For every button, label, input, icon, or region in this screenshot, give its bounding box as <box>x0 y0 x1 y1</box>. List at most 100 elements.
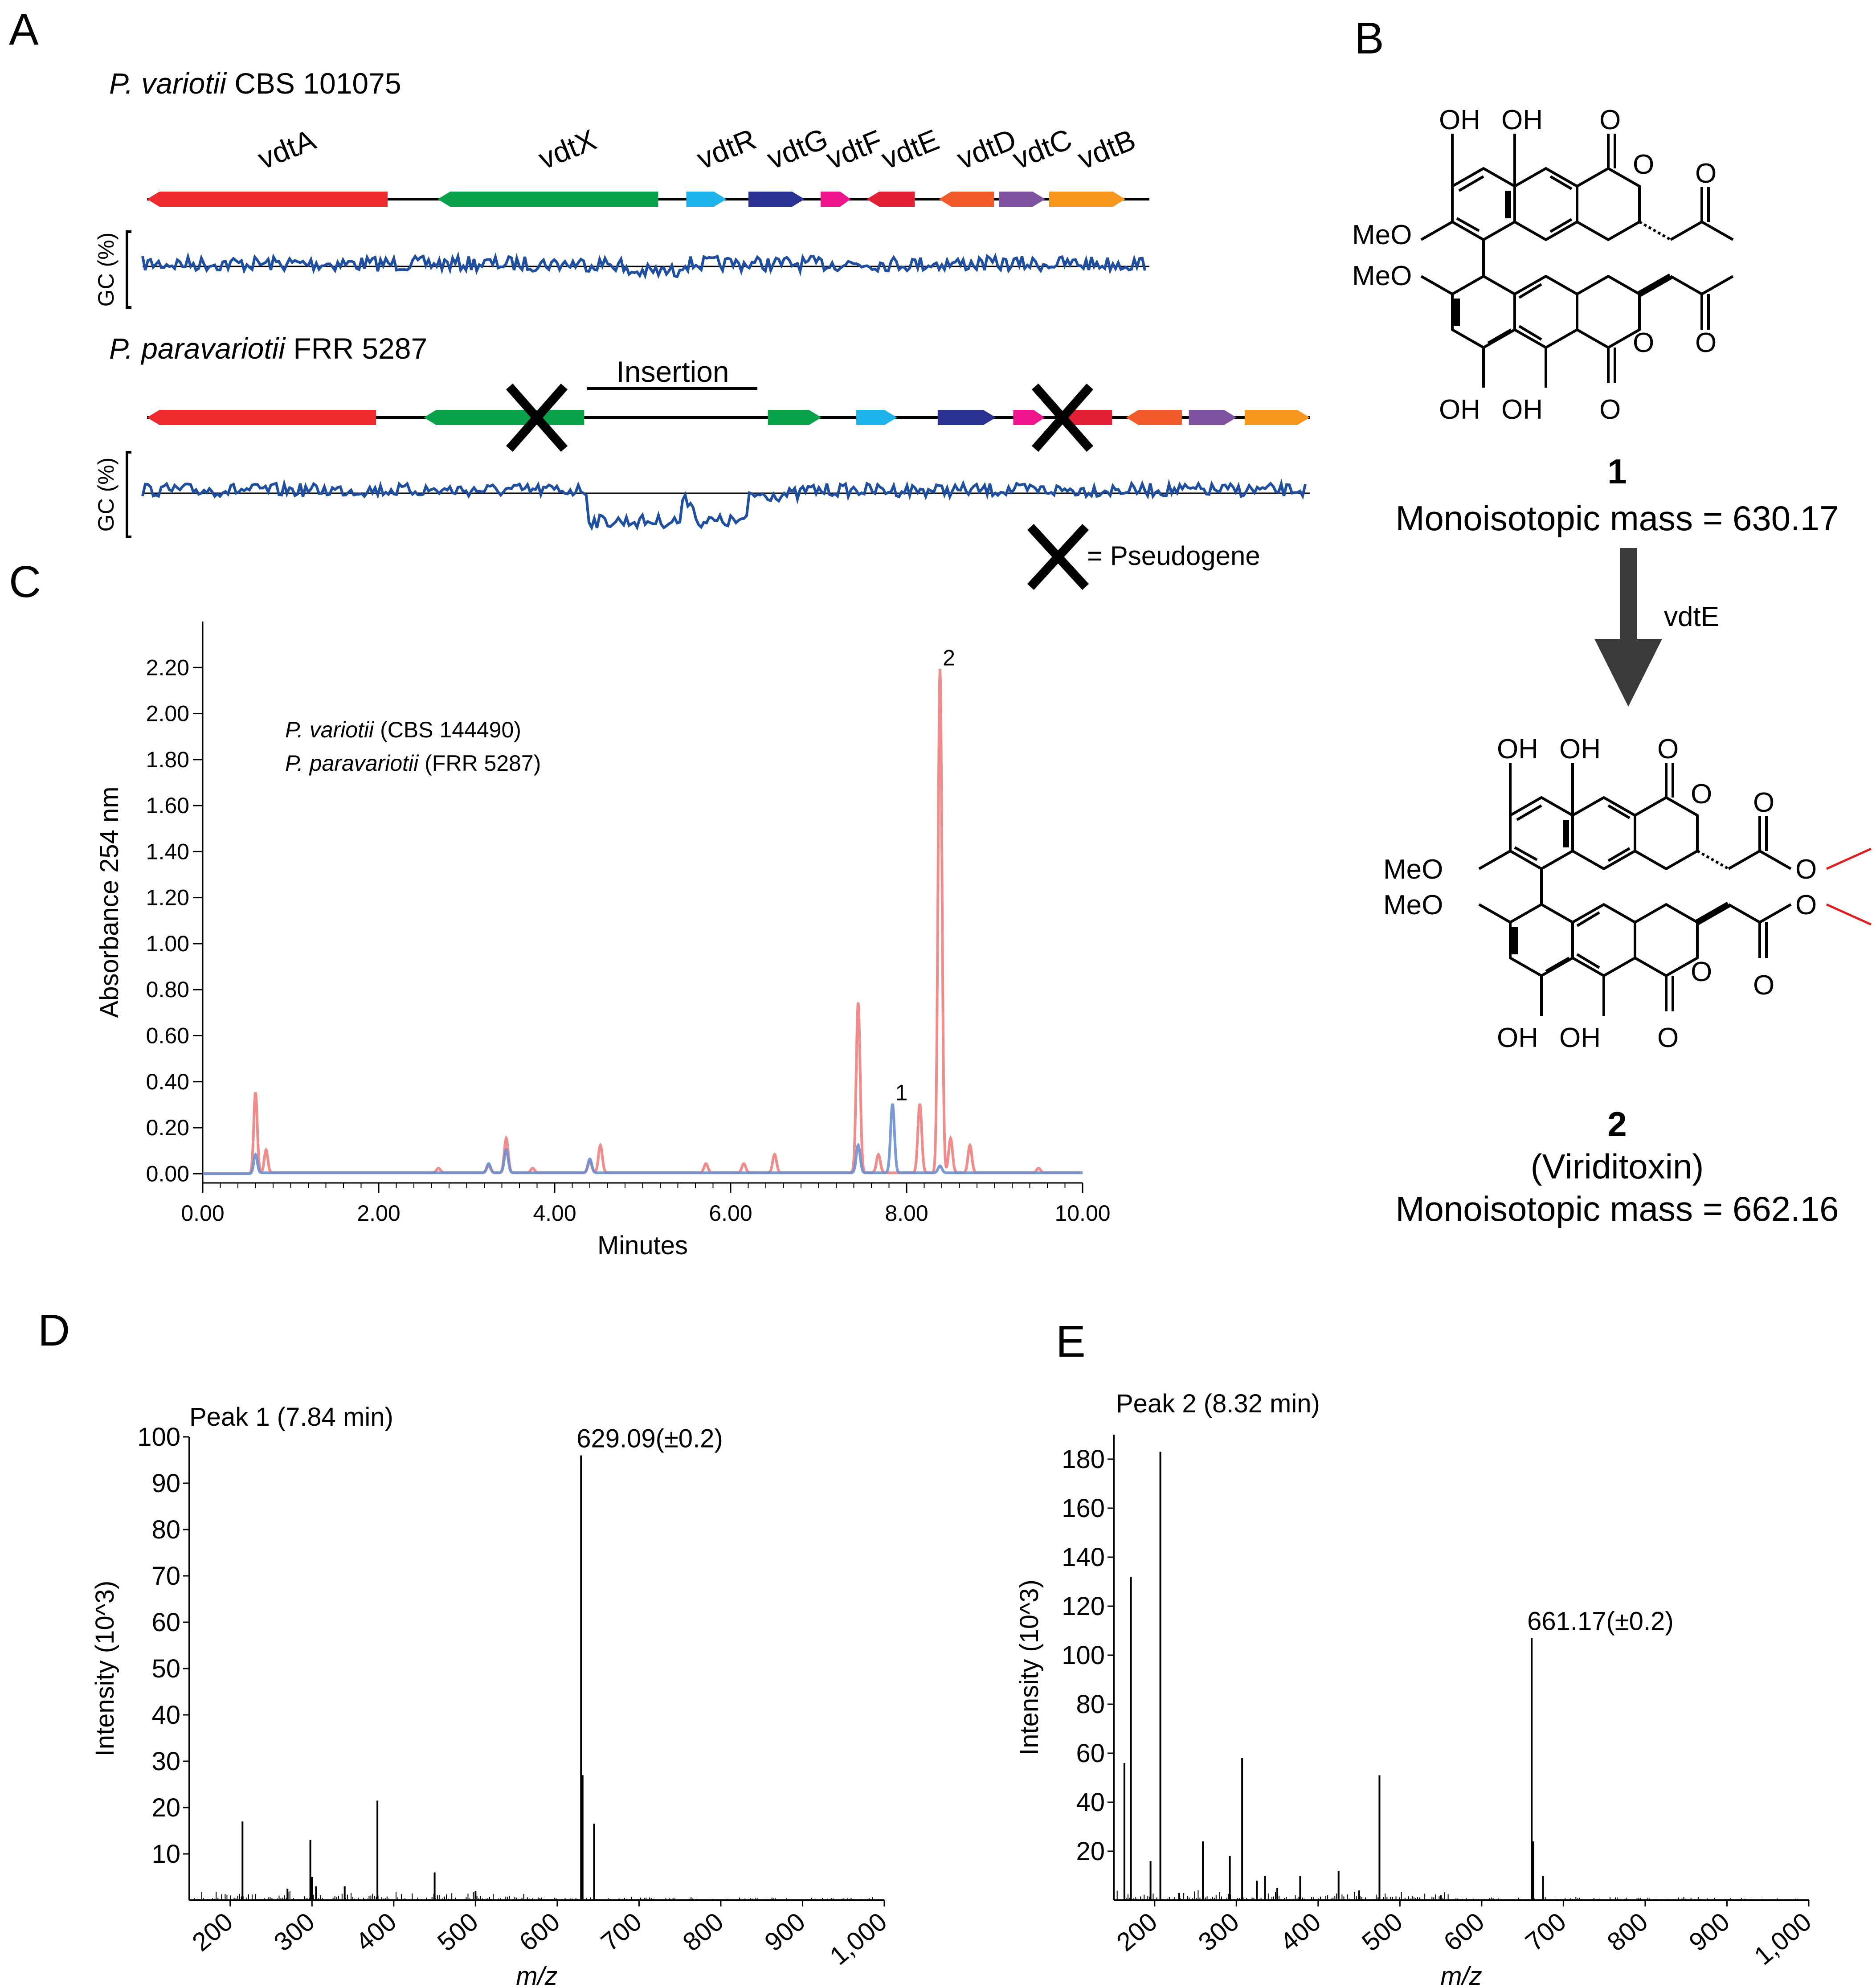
chromatogram-chart: 0.00 0.20 0.40 0.60 0.80 1.00 1.20 1.40 1.60 1.80… <box>95 622 1111 1260</box>
pseudogene-mark-vdtx <box>506 383 568 452</box>
compound-2-atom-labels: OH OH O O O O MeO MeO O O O OH OH O <box>1383 734 1817 1053</box>
chartD-y-tick-label: 30 <box>151 1747 180 1776</box>
c2-o-ester-2: O <box>1795 890 1817 920</box>
c2-oh-2: OH <box>1559 734 1601 765</box>
compound-2-name: (Viriditoxin) <box>1531 1147 1704 1186</box>
chartE-y-tick-label: 20 <box>1076 1837 1105 1866</box>
chartD-title: Peak 1 (7.84 min) <box>189 1403 393 1432</box>
track1-gene-label-vdtF: vdtF <box>822 123 887 176</box>
c2-oh-3: OH <box>1497 1023 1538 1053</box>
c1-oh-1: OH <box>1439 105 1480 135</box>
compound-2-methyl-esters <box>1826 847 1872 926</box>
track2-strain: FRR 5287 <box>293 332 427 365</box>
chromatogram-x-label: Minutes <box>597 1231 688 1260</box>
chromatogram-legend-species-1: P. paravariotii <box>285 751 419 776</box>
pseudogene-mark-vdte <box>1031 383 1094 452</box>
chromatogram-axes: 0.00 0.20 0.40 0.60 0.80 1.00 1.20 1.40 1.60 1.80… <box>95 622 1111 1260</box>
c2-o-carbonyl-1: O <box>1753 787 1774 818</box>
chartD-y-tick-label: 20 <box>151 1793 180 1822</box>
panel-label-e: E <box>1056 1317 1086 1366</box>
chromatogram-y-tick-label: 1.60 <box>146 793 189 818</box>
mass-spectrum-peak1: Peak 1 (7.84 min) 10 20 30 40 50 60 70 80 90 100 20… <box>90 1403 892 1988</box>
c2-o-ester-1: O <box>1795 854 1817 885</box>
chromatogram-y-tick-label: 2.00 <box>146 701 189 726</box>
chartD-x-tick-label: 200 <box>187 1907 238 1957</box>
compound-1-mass: Monoisotopic mass = 630.17 <box>1395 499 1839 538</box>
compound-2-number: 2 <box>1607 1104 1627 1144</box>
chromatogram-y-tick-label: 1.00 <box>146 931 189 956</box>
chartE-y-tick-label: 160 <box>1062 1494 1105 1523</box>
track1-gene-label-vdtE: vdtE <box>877 123 944 176</box>
c1-oh-3: OH <box>1439 394 1480 425</box>
track2-gene-vdtC <box>1189 410 1237 425</box>
chromatogram-y-tick-label: 0.60 <box>146 1023 189 1048</box>
chromatogram-series-0 <box>203 669 1083 1175</box>
compound-1-structure <box>1420 134 1734 388</box>
track2-title: P. paravariotii FRR 5287 <box>109 332 427 365</box>
track2-gc-label: GC (%) <box>94 458 119 532</box>
track1-gene-vdtB <box>1049 192 1125 207</box>
track1-gene-vdtF <box>821 192 851 207</box>
track2-gene-vdtB <box>1244 410 1310 425</box>
track1-gene-vdtX <box>437 192 658 207</box>
gene-track-frr5287: P. paravariotii FRR 5287 Insertion GC (%… <box>94 332 1310 538</box>
c1-o-ring-2: O <box>1633 327 1654 358</box>
gene-track-cbs101075: P. variotii CBS 101075 vdtA vdtX vdtR vdtGv… <box>94 67 1149 309</box>
c2-o-1: O <box>1657 734 1679 765</box>
chartD-x-tick-label: 700 <box>596 1907 647 1957</box>
track1-title: P. variotii CBS 101075 <box>109 67 401 100</box>
chartE-y-tick-label: 100 <box>1062 1641 1105 1670</box>
track1-gene-label-vdtC: vdtC <box>1008 122 1077 175</box>
c2-meo-1: MeO <box>1383 854 1443 885</box>
chartE-peak-annotation: 661.17(±0.2) <box>1527 1607 1674 1636</box>
track1-gene-vdtR <box>686 192 727 207</box>
c1-oh-4: OH <box>1501 394 1543 425</box>
c2-meo-2: MeO <box>1383 890 1443 920</box>
chartE-y-tick-label: 60 <box>1076 1739 1105 1768</box>
chartE-x-tick-label: 900 <box>1684 1907 1735 1957</box>
track2-gene-vdtR <box>856 410 897 425</box>
chromatogram-series: 12 <box>203 645 1083 1175</box>
panel-label-d: D <box>38 1305 70 1355</box>
track2-species: P. paravariotii <box>109 332 286 365</box>
track1-strain: CBS 101075 <box>234 67 401 100</box>
track2-gene-vdtA <box>147 410 376 425</box>
panel-label-c: C <box>9 557 41 607</box>
chromatogram-legend-entry-1: P. paravariotii (FRR 5287) <box>285 751 541 776</box>
chartD-x-tick-label: 800 <box>677 1907 729 1957</box>
chartE-y-tick-label: 80 <box>1076 1690 1105 1719</box>
chromatogram-legend-strain-0: (CBS 144490) <box>374 717 521 742</box>
track1-gene-vdtC <box>999 192 1045 207</box>
track1-gc-curve <box>141 251 1146 280</box>
compound-2-structure <box>1478 763 1792 1016</box>
chartD-y-tick-label: 50 <box>151 1654 180 1683</box>
c2-oh-1: OH <box>1497 734 1538 765</box>
chromatogram-y-tick-label: 0.20 <box>146 1115 189 1140</box>
track1-gc-label: GC (%) <box>94 233 119 307</box>
chromatogram-y-tick-label: 0.80 <box>146 977 189 1002</box>
track1-gene-label-vdtB: vdtB <box>1073 123 1140 176</box>
chromatogram-x-tick-label: 8.00 <box>885 1201 928 1226</box>
reaction-arrow-label: vdtE <box>1664 601 1719 632</box>
c2-o-carbonyl-2: O <box>1753 970 1774 1001</box>
c1-meo-2: MeO <box>1352 261 1412 291</box>
chromatogram-y-tick-label: 0.40 <box>146 1069 189 1094</box>
pseudogene-legend-mark <box>1027 524 1089 590</box>
chromatogram-peak-label-2: 2 <box>943 645 955 670</box>
chartD-x-label: m/z <box>516 1962 557 1988</box>
chartE-x-tick-label: 500 <box>1357 1907 1408 1957</box>
track1-gene-vdtG <box>748 192 805 207</box>
chartE-y-label: Intensity (10^3) <box>1015 1579 1044 1755</box>
chartE-y-tick-label: 120 <box>1062 1592 1105 1621</box>
chartE-title: Peak 2 (8.32 min) <box>1116 1389 1320 1418</box>
chartD-x-tick-label: 300 <box>269 1907 320 1957</box>
chartD-x-tick-label: 400 <box>350 1907 402 1957</box>
chartD-x-tick-label: 900 <box>759 1907 811 1957</box>
c1-oh-2: OH <box>1501 105 1543 135</box>
chartE-y-tick-label: 40 <box>1076 1788 1105 1817</box>
chartE-x-tick-label: 800 <box>1602 1907 1653 1957</box>
chromatogram-legend-strain-1: (FRR 5287) <box>418 751 541 776</box>
chromatogram-series-1 <box>203 1103 1083 1175</box>
track2-gene-vdtE <box>1059 410 1112 425</box>
mass-spectrum-peak2: Peak 2 (8.32 min) 20 40 60 80 100 120 140 160 180… <box>1015 1389 1817 1988</box>
